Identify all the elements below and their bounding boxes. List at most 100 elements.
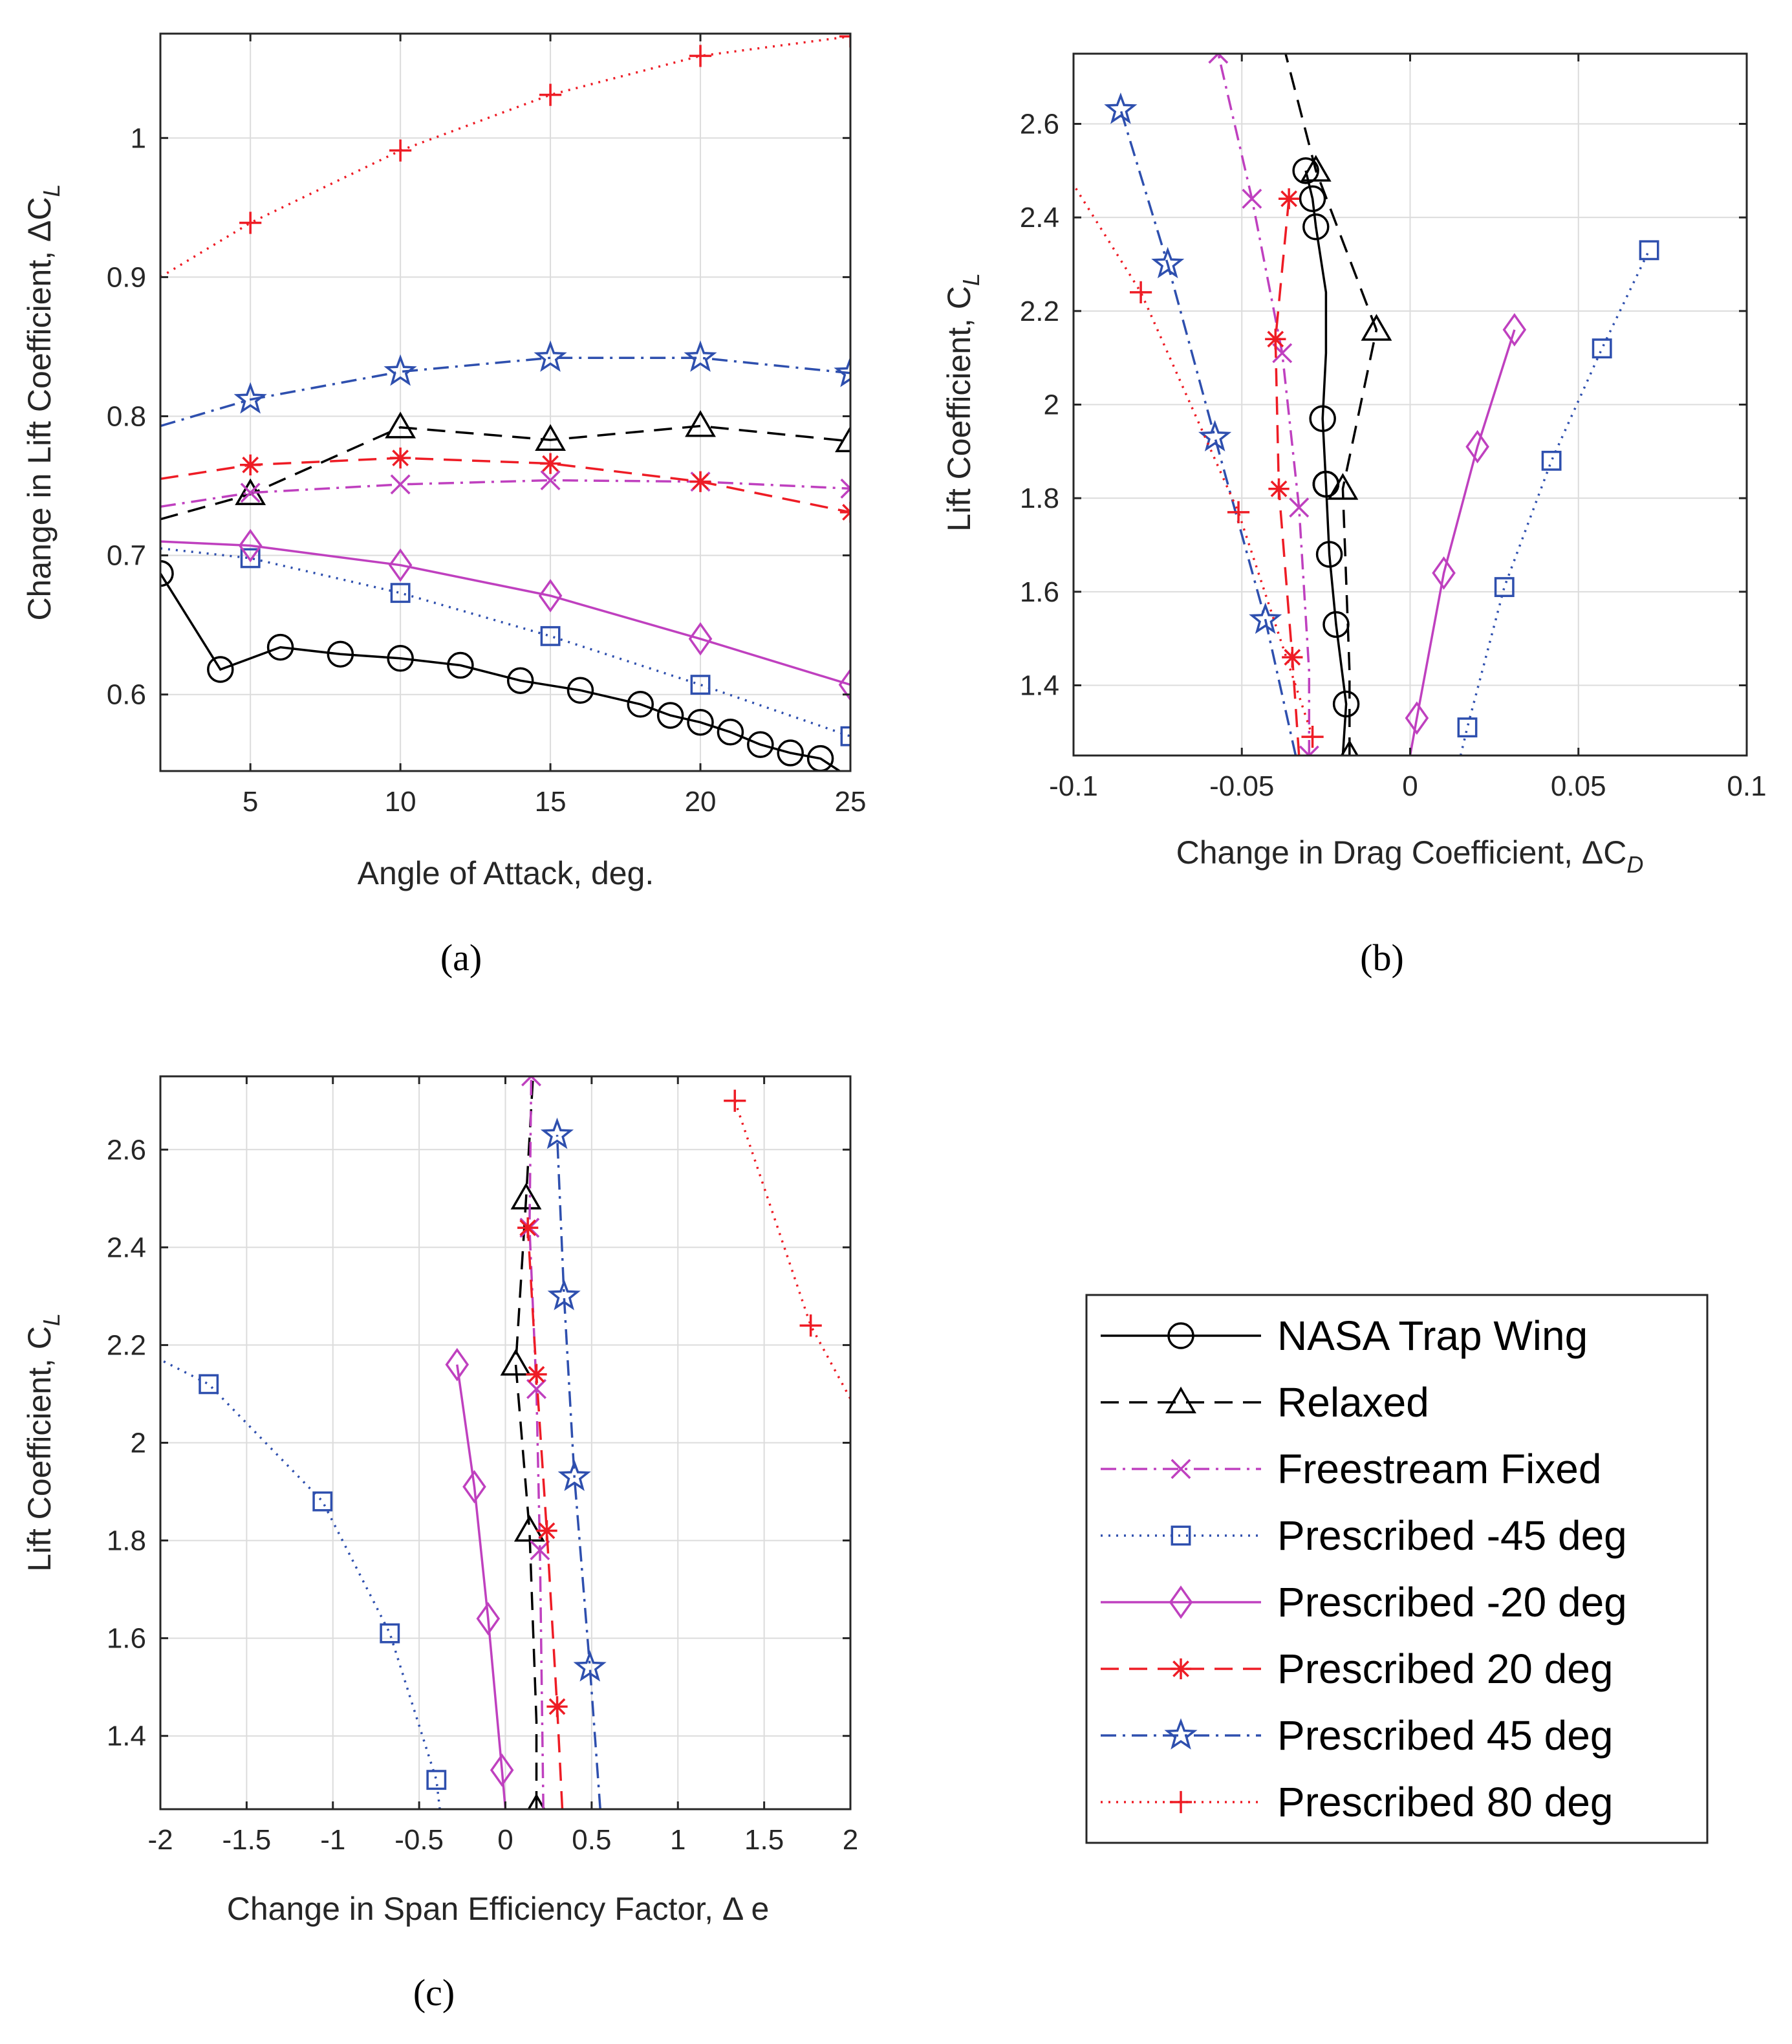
chart-b-line-relax bbox=[1284, 54, 1378, 756]
chart-b-point-p20 bbox=[1278, 188, 1300, 210]
chart-b-series-p20 bbox=[1265, 188, 1303, 756]
chart-b-series-relax bbox=[1284, 54, 1392, 756]
legend-item-pm45: Prescribed -45 deg bbox=[1101, 1512, 1627, 1559]
chart-a-line-ff bbox=[160, 479, 850, 508]
chart-a-point-pm20 bbox=[538, 579, 563, 613]
chart-a-line-pm20 bbox=[160, 540, 850, 686]
chart-b-series bbox=[1074, 54, 1659, 756]
legend: NASA Trap Wing Relaxed Freestream Fixed Pre… bbox=[1085, 1294, 1709, 1844]
chart-a-xtick-label: 15 bbox=[535, 786, 567, 818]
chart-c-point-pm45 bbox=[312, 1491, 333, 1512]
chart-a-xtick-label: 5 bbox=[243, 786, 258, 818]
chart-a-point-nasa bbox=[627, 691, 654, 718]
chart-a-plot-area bbox=[160, 34, 850, 771]
chart-b-ytick-label: 2.2 bbox=[1020, 296, 1059, 327]
chart-a-point-nasa bbox=[266, 633, 294, 661]
chart-c-ytick-label: 2.4 bbox=[107, 1232, 146, 1263]
legend-item-pm20: Prescribed -20 deg bbox=[1101, 1579, 1627, 1625]
chart-b-point-ff bbox=[1208, 54, 1229, 64]
chart-c-xtick-label: -0.5 bbox=[394, 1824, 444, 1856]
chart-a-point-ff bbox=[390, 474, 411, 495]
chart-b-line-p45 bbox=[1119, 109, 1297, 756]
chart-a-xtick-label: 25 bbox=[835, 786, 867, 818]
chart-b-point-ff bbox=[1299, 745, 1319, 756]
chart-b-ylabel-main: Lift Coefficient, C bbox=[941, 286, 977, 532]
chart-c-line-p20 bbox=[526, 1228, 564, 1809]
chart-b-point-nasa bbox=[1302, 213, 1330, 241]
chart-a-line-relax bbox=[160, 424, 850, 521]
chart-a-point-nasa bbox=[447, 651, 474, 679]
chart-b-point-ff bbox=[1289, 497, 1310, 518]
chart-c-point-relax bbox=[500, 1349, 532, 1376]
chart-b-point-pm45 bbox=[1457, 717, 1478, 738]
chart-b-point-nasa bbox=[1315, 541, 1343, 568]
chart-b-plot-area bbox=[1074, 54, 1659, 756]
chart-b-point-p80 bbox=[1301, 725, 1324, 748]
chart-b-point-relax bbox=[1300, 155, 1332, 182]
legend-label-pm45: Prescribed -45 deg bbox=[1277, 1512, 1627, 1559]
chart-a-point-p45 bbox=[534, 340, 567, 372]
chart-b-point-pm20 bbox=[1432, 556, 1456, 590]
chart-c-ytick-label: 2.6 bbox=[107, 1134, 146, 1166]
panel-label-a: (a) bbox=[440, 937, 482, 979]
chart-a-grid bbox=[160, 34, 851, 771]
chart-c-xtick-label: 0 bbox=[497, 1824, 513, 1856]
chart-c-line-p45 bbox=[556, 1135, 601, 1809]
chart-c: -2 -1.5 -1 -0.5 0 0.5 1 1.5 2 1.4 1.6 1.8 2 2.2 2.4 2.6… bbox=[21, 1075, 858, 2014]
chart-b-series-pm45 bbox=[1457, 240, 1659, 756]
chart-a-point-pm45 bbox=[240, 548, 261, 569]
chart-a-point-nasa bbox=[207, 656, 234, 683]
chart-c-plot-area bbox=[160, 1076, 850, 1809]
chart-b-point-pm45 bbox=[1592, 338, 1612, 359]
chart-b-line-ff bbox=[1217, 54, 1311, 756]
chart-b-point-pm45 bbox=[1494, 577, 1515, 598]
chart-c-point-p20 bbox=[517, 1217, 539, 1239]
chart-a-point-p20 bbox=[539, 453, 561, 474]
chart-c-series-pm20 bbox=[445, 1347, 514, 1809]
chart-c-ytick-label: 2 bbox=[131, 1428, 146, 1459]
chart-c-series-pm45 bbox=[160, 1358, 447, 1809]
chart-c-point-p20 bbox=[526, 1364, 547, 1385]
chart-b-ylabel: Lift Coefficient, CL bbox=[941, 273, 984, 532]
chart-a-series-pm20 bbox=[160, 528, 850, 702]
chart-a-ytick-label: 1 bbox=[131, 122, 146, 154]
chart-b-line-pm20 bbox=[1409, 329, 1516, 756]
legend-items: NASA Trap Wing Relaxed Freestream Fixed Pre… bbox=[1101, 1312, 1627, 1825]
chart-b-point-nasa bbox=[1292, 157, 1319, 184]
chart-a-line-p80 bbox=[160, 35, 850, 278]
chart-a-point-nasa bbox=[747, 731, 774, 758]
chart-b-xtick-label: -0.05 bbox=[1209, 770, 1274, 802]
chart-c-ytick-label: 1.6 bbox=[107, 1623, 146, 1655]
chart-a-point-nasa bbox=[717, 719, 744, 746]
chart-c-point-ff bbox=[530, 1540, 550, 1561]
chart-c-point-pm20 bbox=[490, 1753, 514, 1787]
chart-c-line-relax bbox=[514, 1076, 538, 1809]
chart-b-ytick-label: 2.4 bbox=[1020, 202, 1059, 234]
chart-a-xtick-label: 10 bbox=[385, 786, 416, 818]
chart-c-point-pm45 bbox=[199, 1374, 219, 1395]
chart-a-ytick-label: 0.8 bbox=[107, 401, 146, 433]
chart-a-series-ff bbox=[160, 470, 850, 508]
chart-c-point-ff bbox=[521, 1076, 542, 1087]
chart-c-point-p45 bbox=[547, 1279, 581, 1310]
chart-a-point-ff bbox=[840, 478, 850, 499]
chart-c-ylabel-sub: L bbox=[38, 1313, 65, 1326]
chart-a-point-pm45 bbox=[690, 675, 711, 695]
chart-b-point-pm45 bbox=[1541, 450, 1562, 471]
chart-c-point-pm20 bbox=[462, 1470, 486, 1504]
legend-label-ff: Freestream Fixed bbox=[1277, 1446, 1601, 1492]
legend-label-p80: Prescribed 80 deg bbox=[1277, 1779, 1613, 1825]
chart-c-xtick-label: -1.5 bbox=[222, 1824, 271, 1856]
chart-a-point-relax bbox=[535, 424, 567, 451]
chart-b-point-pm20 bbox=[1465, 429, 1489, 464]
chart-a-xlabel: Angle of Attack, deg. bbox=[358, 855, 654, 891]
legend-item-p80: Prescribed 80 deg bbox=[1101, 1779, 1613, 1825]
chart-a-point-p80 bbox=[839, 34, 850, 48]
chart-a-point-p45 bbox=[383, 354, 417, 386]
chart-c-point-relax bbox=[510, 1182, 542, 1210]
chart-a-series-pm45 bbox=[160, 547, 850, 746]
chart-c-series-p45 bbox=[540, 1117, 607, 1809]
chart-a-line-p20 bbox=[160, 457, 850, 514]
legend-label-nasa: NASA Trap Wing bbox=[1277, 1312, 1588, 1359]
chart-b-point-pm20 bbox=[1405, 701, 1429, 735]
